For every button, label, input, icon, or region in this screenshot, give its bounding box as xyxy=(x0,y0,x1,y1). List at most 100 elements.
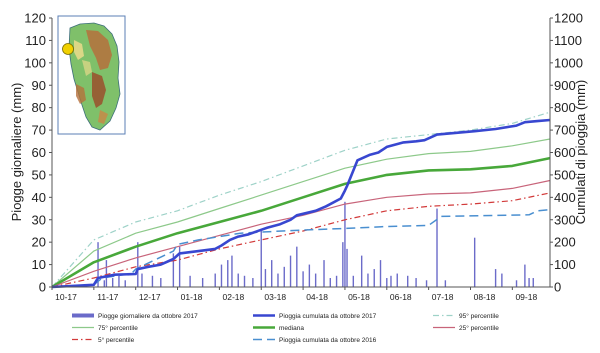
daily-rain-bar xyxy=(494,269,497,287)
series-line xyxy=(51,208,551,288)
x-tick-label: 10-17 xyxy=(55,292,77,302)
y-tick-label-right: 1000 xyxy=(554,55,583,70)
series-line xyxy=(51,118,551,289)
y-tick-label-right: 200 xyxy=(554,235,576,250)
y-axis-right-title: Cumulati di pioggia (mm) xyxy=(573,80,588,225)
y-tick-label-right: 800 xyxy=(554,100,576,115)
x-tick-label: 07-18 xyxy=(432,292,454,302)
daily-rain-bar xyxy=(260,230,262,287)
daily-rain-bar xyxy=(243,275,246,287)
y-tick-label-left: 30 xyxy=(32,212,46,227)
legend: Piogge giornaliere da ottobre 2017 Pioggi… xyxy=(72,312,499,344)
x-tick-label: 04-18 xyxy=(306,292,328,302)
location-marker-icon xyxy=(62,43,74,55)
y-tick-label-left: 10 xyxy=(32,257,46,272)
daily-rain-bar xyxy=(407,275,409,287)
daily-rain-bar xyxy=(444,280,447,287)
y-tick-label-left: 50 xyxy=(32,167,46,182)
y-tick-label-right: 300 xyxy=(554,212,576,227)
y-tick-label-left: 70 xyxy=(32,123,46,138)
daily-rain-bar xyxy=(314,273,317,287)
x-tick-label: 09-18 xyxy=(515,292,537,302)
x-tick-label: 05-18 xyxy=(348,292,370,302)
legend-label: 25° percentile xyxy=(459,324,499,332)
daily-rain-bar xyxy=(214,273,216,287)
x-tick-label: 01-18 xyxy=(181,292,203,302)
daily-rain-bar xyxy=(360,255,363,287)
daily-rain-bar xyxy=(302,271,304,287)
daily-rain-bar xyxy=(289,255,292,287)
daily-rain-bar xyxy=(501,273,503,287)
y-tick-label-left: 90 xyxy=(32,78,46,93)
x-tick-label: 02-18 xyxy=(223,292,245,302)
y-tick-label-right: 900 xyxy=(554,78,576,93)
legend-label: Pioggia cumulata da ottobre 2016 xyxy=(279,337,377,344)
legend-label: Piogge giornaliere da ottobre 2017 xyxy=(98,313,198,320)
inset-map xyxy=(57,15,126,135)
series-line xyxy=(51,156,551,289)
legend-label: mediana xyxy=(279,325,304,332)
x-tick-label: 03-18 xyxy=(264,292,286,302)
daily-rain-bar xyxy=(227,260,229,287)
daily-rain-bar xyxy=(532,278,534,287)
y-tick-label-right: 100 xyxy=(554,257,576,272)
series-line xyxy=(51,138,551,288)
daily-rain-bar xyxy=(346,248,348,287)
y-tick-label-left: 120 xyxy=(24,11,46,26)
daily-rain-bar xyxy=(103,280,106,287)
daily-rain-bar xyxy=(189,275,191,287)
daily-rain-bar xyxy=(473,237,476,287)
y-tick-label-right: 500 xyxy=(554,167,576,182)
x-tick-label: 12-17 xyxy=(139,292,161,302)
daily-rain-bar xyxy=(141,273,143,287)
y-tick-label-left: 110 xyxy=(25,33,46,48)
daily-rain-bar xyxy=(329,278,331,287)
daily-rain-bar xyxy=(237,273,239,287)
y-tick-label-right: 400 xyxy=(554,190,576,205)
axes: 0102030405060708090100110120010020030040… xyxy=(24,11,583,303)
legend-label: Pioggia cumulata da ottobre 2017 xyxy=(279,313,377,320)
daily-rain-bar xyxy=(415,278,417,287)
daily-rain-bar xyxy=(323,260,325,287)
daily-rain-bar xyxy=(137,242,139,287)
y-tick-label-left: 40 xyxy=(32,190,46,205)
y-tick-label-right: 0 xyxy=(554,280,561,295)
daily-rain-bar xyxy=(344,201,346,287)
daily-rain-bar xyxy=(335,275,338,287)
series-line xyxy=(51,192,551,288)
daily-rain-bar xyxy=(271,260,273,287)
y-tick-label-right: 1100 xyxy=(554,33,582,48)
daily-rain-bar xyxy=(252,278,254,287)
y-tick-label-left: 60 xyxy=(32,145,46,160)
x-tick-label: 11-17 xyxy=(97,292,118,302)
daily-rain-bar xyxy=(425,280,428,287)
y-tick-label-right: 1200 xyxy=(554,11,583,26)
daily-rain-bar xyxy=(111,278,114,287)
y-tick-label-left: 100 xyxy=(24,55,46,70)
daily-rain-bar xyxy=(124,280,126,287)
daily-rain-bar xyxy=(386,278,388,287)
y-axis-left-title: Piogge giornaliere (mm) xyxy=(9,83,24,222)
daily-rain-bar xyxy=(277,273,279,287)
daily-rain-bar xyxy=(308,264,311,287)
daily-rain-bar xyxy=(220,264,223,287)
legend-label: 75° percentile xyxy=(98,324,138,332)
daily-rain-bar xyxy=(264,269,267,287)
x-tick-label: 08-18 xyxy=(474,292,496,302)
y-tick-label-left: 0 xyxy=(39,280,46,295)
daily-rain-bar xyxy=(160,278,162,287)
daily-rain-bar xyxy=(172,253,175,287)
daily-rain-bar xyxy=(436,208,438,287)
daily-rain-bar xyxy=(231,255,233,287)
cumulative-series xyxy=(51,111,551,289)
y-tick-label-right: 600 xyxy=(554,145,576,160)
daily-rain-bar xyxy=(379,260,382,287)
daily-rain-bar xyxy=(201,278,204,287)
daily-rain-bar xyxy=(373,269,375,287)
x-tick-label: 06-18 xyxy=(390,292,412,302)
daily-rain-bar xyxy=(118,275,120,287)
daily-rain-bar xyxy=(178,246,181,287)
legend-label: 5° percentile xyxy=(98,336,135,344)
sardinia-relief-map-icon xyxy=(68,22,121,131)
